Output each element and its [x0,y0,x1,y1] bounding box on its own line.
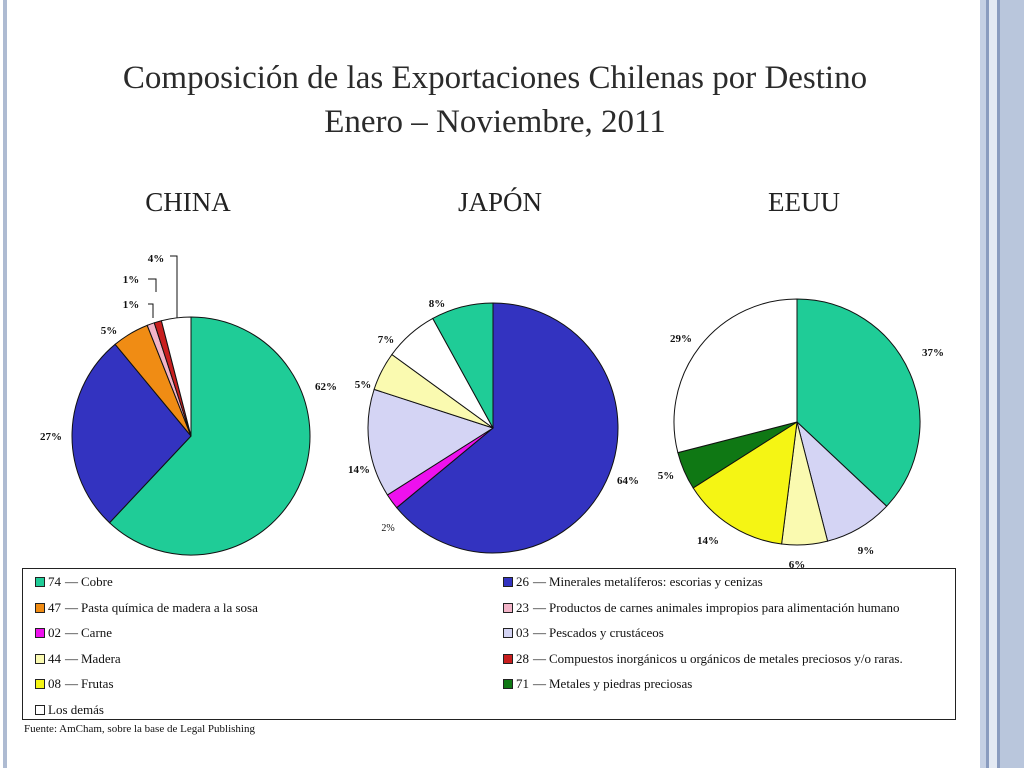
legend-dash: — [65,676,78,691]
data-label: 4% [148,253,165,265]
slide-title: Composición de las Exportaciones Chilena… [122,60,868,96]
pie-slice-08 [692,421,798,545]
legend-item: 08 — Frutas [35,675,114,693]
legend-item: 02 — Carne [35,624,112,642]
legend-label: Productos de carnes animales impropios p… [549,599,900,615]
legend-item: 44— Madera [35,650,121,668]
legend-code: 47 [48,599,61,615]
left-border-stripe [3,0,7,768]
legend-code: 02 [48,625,61,640]
pie-slice-26 [71,343,192,524]
data-label: 1% [123,299,140,311]
legend-item: 28— Compuestos inorgánicos u orgánicos de… [503,650,903,668]
legend-swatch [503,602,513,613]
data-label: 5% [658,470,675,482]
legend-item: 71 — Metales y piedras preciosas [503,675,692,693]
data-label: 7% [378,334,395,346]
pie-eeuu [673,298,921,546]
legend-label: Pasta química de madera a la sosa [81,599,258,615]
legend-swatch [35,602,45,613]
legend-code: 03 [516,625,529,640]
legend-swatch [35,577,45,588]
pie-slice-74 [108,316,311,556]
data-label: 5% [101,325,118,337]
legend-label: Frutas [81,676,114,691]
data-label: 27% [40,431,62,443]
data-label: 62% [315,381,337,393]
data-label: 5% [355,379,372,391]
legend-dash: — [533,676,546,691]
legend-swatch [35,704,45,715]
source-note: Fuente: AmCham, sobre la base de Legal P… [24,723,255,735]
pie-slice-rest [673,298,798,454]
legend-dash: — [65,650,78,666]
legend-swatch [35,628,45,639]
legend-code: 28 [516,650,529,666]
legend-box: 74— Cobre 26— Minerales metalíferos: escori… [22,568,956,720]
legend-code: 44 [48,650,61,666]
data-label: 9% [858,545,875,557]
legend-swatch [503,628,513,639]
legend-item: 47— Pasta química de madera a la sosa [35,599,258,617]
legend-item: 26 — Minerales metalíferos: escorias y cen… [503,573,763,591]
pie-japn [367,302,619,554]
data-label: 29% [670,333,692,345]
pie-slice-rest [160,316,192,437]
legend-dash: — [65,599,78,615]
legend-code: 26 [516,574,529,589]
legend-swatch [35,653,45,664]
legend-item: Los demás [35,701,104,719]
pie-slice-03 [367,388,495,496]
legend-dash: — [533,574,546,589]
legend-dash: — [65,625,78,640]
legend-dash: — [533,625,546,640]
data-label: 14% [348,464,370,476]
legend-label: Metales y piedras preciosas [549,676,693,691]
legend-code: 71 [516,676,529,691]
legend-label: Madera [81,650,121,666]
legend-label: Carne [81,625,113,640]
legend-label: Pescados y crustáceos [549,625,664,640]
legend-item: 23— Productos de carnes animales impropio… [503,599,900,617]
label-leader-line [148,278,157,292]
data-label: 1% [123,274,140,286]
legend-item: 74 — Cobre [35,573,113,591]
pie-slice-74 [796,298,921,507]
legend-dash: — [533,650,546,666]
pie-title-japon: JAPÓN [457,187,543,217]
legend-label: Minerales metalíferos: escorias y ceniza… [549,574,763,589]
legend-swatch [503,679,513,690]
legend-swatch [503,577,513,588]
pie-china [71,316,311,556]
legend-dash: — [533,599,546,615]
right-decorative-border [980,0,1024,768]
legend-label: Los demás [48,701,104,717]
label-leader-line [148,303,154,318]
legend-label: Compuestos inorgánicos u orgánicos de me… [549,650,903,666]
legend-code: 08 [48,676,61,691]
pie-title-china: CHINA [145,187,231,217]
data-label: 8% [429,298,446,310]
pie-title-eeuu: EEUU [768,187,840,217]
data-label: 37% [922,347,944,359]
pie-slice-26 [395,302,619,554]
data-label: 14% [697,535,719,547]
legend-dash: — [65,574,78,589]
pie-slice-74 [432,302,494,429]
legend-swatch [503,653,513,664]
legend-code: 23 [516,599,529,615]
data-label: 64% [617,475,639,487]
legend-swatch [35,679,45,690]
legend-item: 03 — Pescados y crustáceos [503,624,664,642]
slide-subtitle: Enero – Noviembre, 2011 [324,104,666,140]
label-leader-line [170,255,178,318]
legend-label: Cobre [81,574,113,589]
legend-code: 74 [48,574,61,589]
data-label: 2% [381,523,394,534]
